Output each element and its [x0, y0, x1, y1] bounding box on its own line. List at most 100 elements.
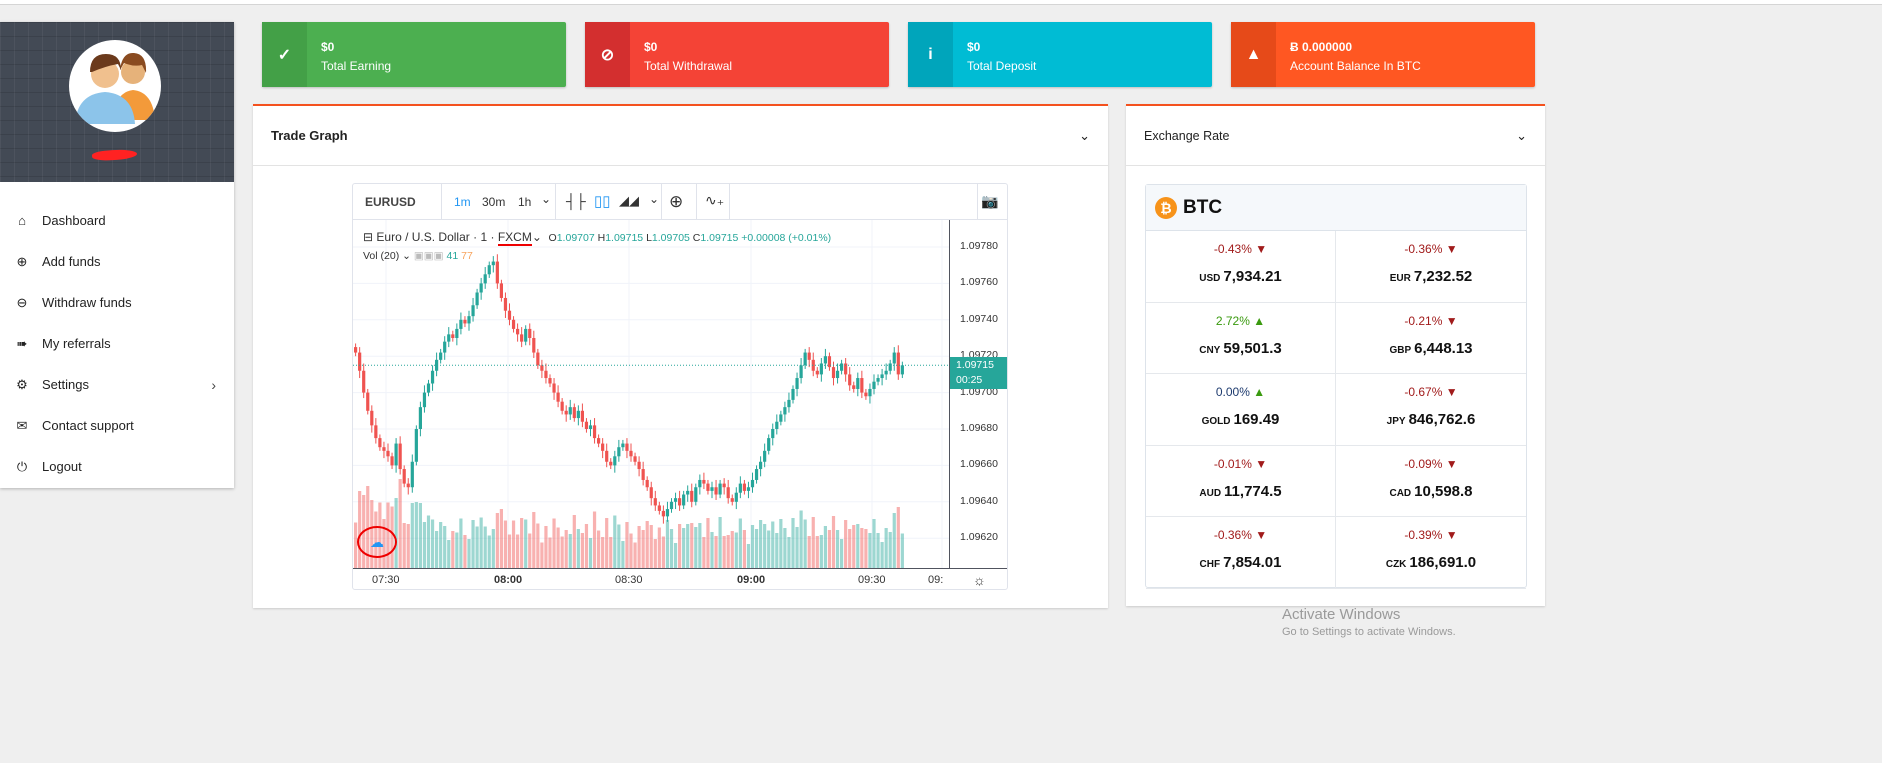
camera-icon[interactable]: 📷 — [981, 193, 999, 209]
plus-circle-icon: ⊕ — [16, 253, 28, 269]
rate-price: 7,232.52 — [1413, 268, 1473, 285]
chevron-down-icon[interactable]: ⌄ — [649, 192, 660, 206]
volume-bar — [584, 524, 589, 568]
candle-body — [568, 407, 572, 415]
volume-bar — [605, 518, 609, 568]
gear-icon: ⚙ — [16, 376, 28, 392]
stat-value: Ƀ 0.000000 — [1290, 40, 1353, 54]
stat-card-total-withdrawal: ⊘ $0 Total Withdrawal — [585, 22, 889, 87]
volume-bar — [678, 524, 682, 568]
volume-bar — [856, 524, 860, 568]
candles-style-icon[interactable]: ▯▯ — [594, 193, 611, 210]
volume-bar — [410, 503, 414, 568]
rate-change: -0.67% — [1404, 385, 1443, 399]
rate-price: 846,762.6 — [1408, 411, 1476, 428]
volume-bar — [686, 524, 690, 568]
plot-area[interactable]: ⊟ Euro / U.S. Dollar · 1 · FXCM⌄ O1.0970… — [353, 220, 949, 568]
candle-body — [560, 401, 564, 411]
sidebar-item-withdraw-funds[interactable]: ⊖ Withdraw funds — [0, 282, 234, 323]
chevron-down-icon[interactable]: ⌄ — [541, 192, 552, 206]
price-axis[interactable]: 1.09780 1.09760 1.09740 1.09720 1.09700 1.096… — [949, 220, 1007, 568]
time-axis[interactable]: ☼ 07:30 08:00 08:30 09:00 09:30 09: — [353, 568, 1007, 589]
volume-bar — [507, 534, 512, 568]
candle-body — [621, 443, 625, 448]
sidebar-item-contact-support[interactable]: ✉ Contact support — [0, 405, 234, 446]
candle-body — [499, 283, 503, 298]
candle-body — [540, 365, 544, 371]
candle-body — [734, 492, 738, 502]
symbol-search[interactable]: EURUSD — [365, 195, 416, 209]
chevron-down-icon[interactable]: ⌄ — [1516, 127, 1527, 143]
collapse-icon[interactable]: ⊟ — [363, 230, 374, 244]
info-icon: i — [908, 22, 953, 87]
bars-style-icon[interactable]: ┤├ — [566, 193, 586, 209]
arrow-down-icon: ▼ — [1255, 528, 1268, 542]
currency-code: JPY — [1386, 416, 1406, 427]
candlestick-chart[interactable] — [353, 220, 949, 568]
volume-bar — [722, 536, 726, 568]
volume-bar — [487, 535, 491, 568]
sidebar-item-add-funds[interactable]: ⊕ Add funds — [0, 241, 234, 282]
candle-body — [775, 421, 779, 429]
volume-bar — [621, 541, 625, 568]
candle-body — [564, 410, 568, 415]
time-tick-label: 09:30 — [858, 574, 886, 586]
candle-body — [516, 328, 520, 335]
volume-bar — [714, 536, 718, 568]
open-value: 1.09707 — [556, 232, 595, 244]
sidebar: ⌂ Dashboard ⊕ Add funds ⊖ Withdraw funds ➠ My r… — [0, 22, 234, 488]
candle-body — [430, 370, 435, 384]
candle-body — [463, 319, 467, 324]
volume-bar — [710, 532, 714, 568]
tradingview-logo-icon[interactable]: ☁ — [357, 526, 397, 558]
rate-price: 186,691.0 — [1409, 554, 1477, 571]
volume-bar — [868, 533, 872, 568]
candle-body — [673, 498, 678, 502]
candle-body — [503, 297, 508, 311]
rate-price: 7,934.21 — [1223, 268, 1282, 285]
sidebar-item-label: Withdraw funds — [42, 295, 132, 310]
volume-settings-icon[interactable]: ▣▣▣ — [413, 250, 444, 262]
settings-icon[interactable]: ☼ — [973, 572, 986, 588]
sidebar-item-settings[interactable]: ⚙ Settings › — [0, 364, 234, 405]
rate-change: -0.01% — [1213, 456, 1252, 471]
volume-bar — [872, 519, 876, 568]
candle-body — [763, 450, 767, 462]
sidebar-item-my-referrals[interactable]: ➠ My referrals — [0, 323, 234, 364]
volume-bar — [815, 536, 819, 568]
volume-bar — [649, 525, 653, 568]
candle-body — [548, 378, 552, 384]
rate-change: -0.21% — [1404, 313, 1443, 328]
chevron-down-icon[interactable]: ⌄ — [1079, 127, 1090, 143]
volume-bar — [657, 527, 661, 568]
volume-bar — [641, 530, 645, 568]
volume-bar — [799, 510, 803, 568]
sidebar-item-dashboard[interactable]: ⌂ Dashboard — [0, 200, 234, 241]
price-tick-label: 1.09640 — [960, 494, 998, 507]
sidebar-item-label: Contact support — [42, 418, 134, 433]
area-style-icon[interactable]: ◢◢ — [619, 193, 639, 208]
interval-1m[interactable]: 1m — [454, 195, 471, 209]
volume-bar — [852, 525, 856, 568]
volume-bar — [430, 519, 435, 568]
volume-bar — [746, 544, 751, 568]
volume-bar — [771, 521, 775, 568]
avatar[interactable] — [69, 40, 161, 132]
volume-bar — [601, 537, 605, 568]
volume-bar — [750, 525, 755, 568]
volume-bar — [528, 533, 532, 568]
tradingview-widget[interactable]: EURUSD 1m 30m 1h ⌄ ┤├ ▯▯ ◢◢ ⌄ ⊕ ∿₊ 📷 ⊟ E… — [352, 183, 1008, 590]
interval-30m[interactable]: 30m — [482, 195, 506, 209]
time-tick-label: 08:00 — [494, 574, 523, 586]
warning-icon: ▲ — [1231, 22, 1276, 87]
indicators-icon[interactable]: ∿₊ — [705, 192, 725, 208]
volume-bar — [738, 518, 742, 568]
volume-bar — [463, 535, 467, 568]
candle-body — [475, 292, 479, 306]
sidebar-item-logout[interactable]: ⏻ Logout — [0, 446, 234, 487]
compare-add-icon[interactable]: ⊕ — [669, 192, 684, 211]
candle-body — [572, 407, 576, 419]
volume-a: 41 — [446, 250, 459, 262]
time-tick-label: 09:00 — [737, 574, 766, 586]
interval-1h[interactable]: 1h — [518, 195, 532, 209]
